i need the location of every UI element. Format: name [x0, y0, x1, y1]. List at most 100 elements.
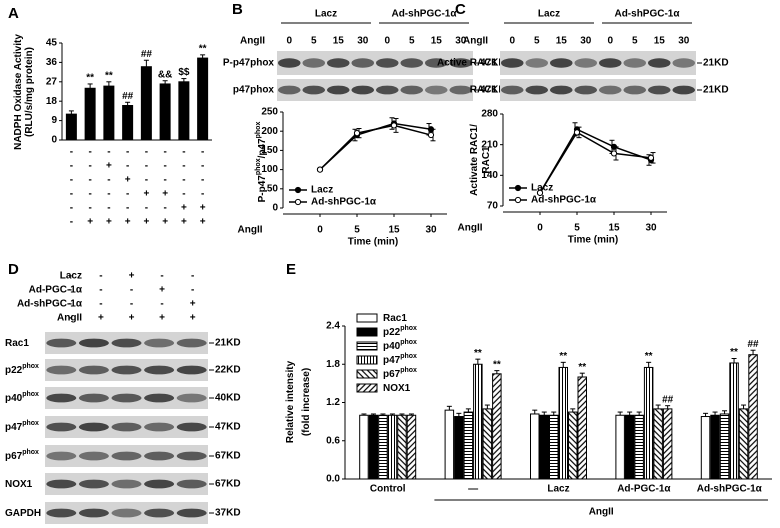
row-name: p22 — [5, 365, 23, 376]
blot-band — [449, 85, 473, 95]
condition-sign: - — [107, 147, 110, 158]
legend-swatch — [356, 341, 378, 351]
blot-band — [598, 85, 622, 95]
marker — [536, 189, 544, 196]
condition-sign: - — [160, 271, 163, 282]
legend-label: Rac1 — [383, 313, 407, 324]
legend-swatch — [356, 383, 378, 393]
marker — [647, 154, 655, 161]
blot-band — [375, 58, 399, 68]
blot-band — [176, 508, 207, 518]
significance-label: && — [158, 69, 172, 80]
blot-band — [424, 58, 448, 68]
size-label: 47KD — [480, 58, 506, 69]
condition-sign: + — [143, 217, 149, 228]
legend-name: p47 — [383, 355, 401, 366]
x-tick-label: 15 — [608, 223, 620, 234]
y-axis-label-part: phox — [255, 122, 262, 139]
x-axis-label: Time (min) — [348, 237, 398, 248]
blot-band — [351, 85, 375, 95]
lane-label: 15 — [431, 36, 443, 47]
y-tick-label: 1.8 — [326, 359, 340, 370]
bar — [473, 363, 483, 480]
bar — [378, 414, 388, 480]
row-label: p47phox — [233, 85, 275, 96]
row-name: p40 — [5, 393, 23, 404]
condition-label: Lacz — [60, 271, 82, 282]
condition-sign: - — [70, 175, 73, 186]
condition-sign: - — [130, 285, 133, 296]
legend-label: Lacz — [311, 185, 333, 196]
bar — [615, 414, 625, 480]
marker — [316, 166, 324, 173]
condition-sign: + — [125, 175, 131, 186]
blot-band — [111, 365, 142, 375]
bar — [530, 413, 540, 480]
blot-band — [144, 422, 175, 432]
lane-label: 0 — [509, 36, 515, 47]
group-label: Lacz — [538, 9, 560, 20]
y-tick-label: 250 — [261, 107, 278, 118]
condition-sign: - — [163, 161, 166, 172]
condition-sign: - — [201, 175, 204, 186]
panel-label: B — [232, 1, 243, 18]
bar — [197, 57, 209, 141]
condition-sign: + — [159, 313, 165, 324]
blot-band — [176, 451, 207, 461]
blot-band — [400, 85, 424, 95]
legend-label: Ad-shPGC-1α — [531, 195, 597, 206]
blot-band — [549, 58, 573, 68]
blot-band — [111, 479, 142, 489]
treatment-label: AngII — [240, 36, 265, 47]
y-tick-label: 18 — [46, 96, 58, 107]
blot-band — [46, 508, 77, 518]
blot-band — [144, 508, 175, 518]
blot-band — [574, 58, 598, 68]
group-label: Ad-shPGC-1α — [614, 9, 680, 20]
x-tick-label: Lacz — [547, 484, 569, 495]
significance-label: ** — [645, 351, 653, 362]
y-tick-label: 200 — [261, 126, 278, 137]
significance-label: ** — [199, 43, 207, 54]
bar — [454, 416, 464, 480]
condition-sign: - — [107, 175, 110, 186]
bar — [159, 83, 171, 141]
x-tick-label: 15 — [388, 225, 400, 236]
row-label: GAPDH — [5, 508, 41, 519]
blot-band — [672, 58, 696, 68]
condition-sign: - — [70, 147, 73, 158]
condition-sign: - — [126, 203, 129, 214]
blot-band — [46, 422, 77, 432]
y-tick-label: 70 — [487, 201, 499, 212]
blot-background — [500, 79, 696, 101]
blot-band — [78, 508, 109, 518]
size-label: 22KD — [215, 365, 241, 376]
legend-label: p67phox — [383, 367, 417, 379]
bar — [359, 414, 369, 480]
size-label: 40KD — [215, 393, 241, 404]
blot-band — [144, 451, 175, 461]
panel-label: D — [8, 261, 19, 278]
condition-sign: - — [99, 285, 102, 296]
condition-sign: - — [182, 161, 185, 172]
x-tick-label: 0 — [537, 223, 543, 234]
y-tick-label: 0.6 — [326, 435, 340, 446]
blot-band — [144, 365, 175, 375]
y-axis-label-part: /p47 — [257, 138, 268, 158]
size-label: 47KD — [215, 422, 241, 433]
legend-label: p47phox — [383, 353, 417, 365]
size-label: 21KD — [703, 58, 729, 69]
lane-label: 5 — [632, 36, 638, 47]
blot-band — [111, 422, 142, 432]
blot-band — [144, 479, 175, 489]
blot-band — [623, 85, 647, 95]
bar — [748, 354, 758, 480]
condition-sign: - — [99, 299, 102, 310]
y-axis-label: (RLU/s/mg protein) — [24, 47, 35, 137]
y-tick-label: 150 — [261, 145, 278, 156]
y-axis-label: (fold increase) — [301, 368, 312, 436]
blot-band — [144, 393, 175, 403]
blot-band — [78, 451, 109, 461]
blot-band — [46, 479, 77, 489]
row-label: P-p47phox — [223, 58, 275, 69]
